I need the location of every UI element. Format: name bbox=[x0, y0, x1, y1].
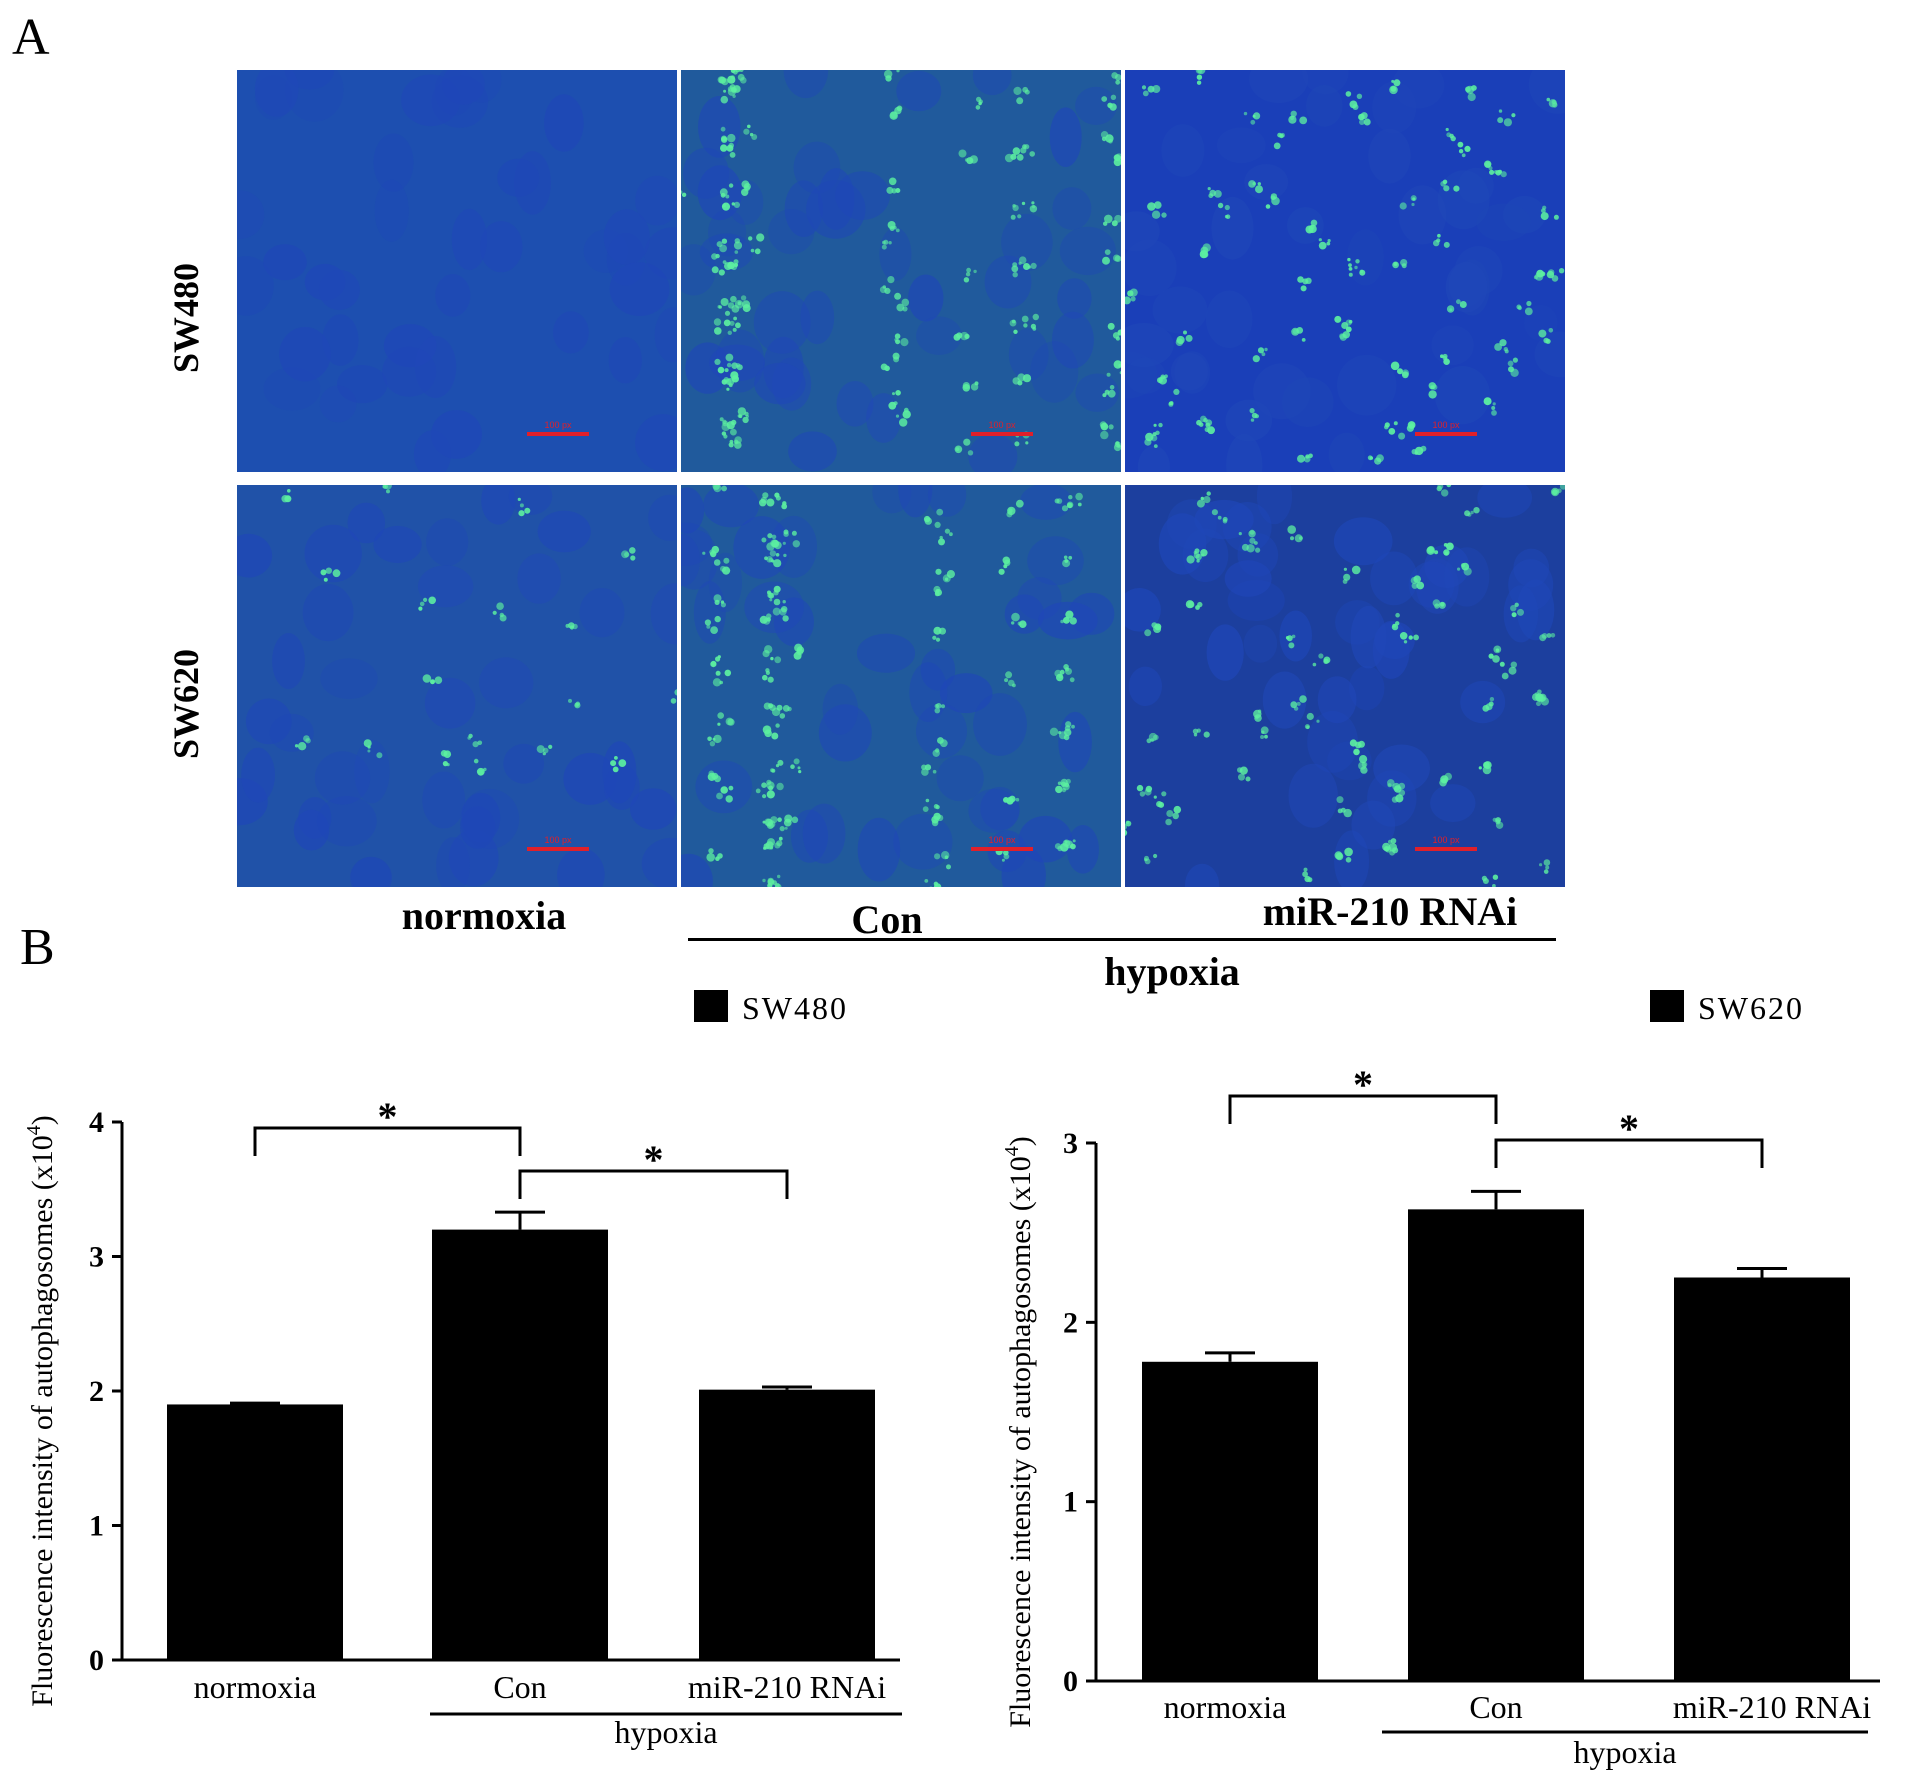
y-axis-label: Fluorescence intensity of autophagosomes… bbox=[1001, 1136, 1037, 1728]
significance-bracket bbox=[1228, 1094, 1498, 1124]
column-label-normoxia: normoxia bbox=[401, 893, 567, 938]
micrograph-sw620-normoxia: 100 px bbox=[237, 485, 677, 887]
column-label-mir210-rnai: miR-210 RNAi bbox=[1262, 889, 1518, 934]
x-tick-label-mir210-rnai: miR-210 RNAi bbox=[1673, 1689, 1871, 1725]
group-label-hypoxia: hypoxia bbox=[1573, 1734, 1676, 1770]
scale-bar: 100 px bbox=[527, 420, 589, 436]
legend: SW620 bbox=[1650, 990, 1804, 1026]
y-tick-label: 3 bbox=[1063, 1127, 1078, 1160]
scale-bar-label: 100 px bbox=[1432, 835, 1460, 845]
bar-mir210-rnai bbox=[1674, 1277, 1850, 1681]
legend-label: SW480 bbox=[742, 990, 848, 1026]
y-tick-label: 2 bbox=[89, 1375, 104, 1408]
x-tick-label-normoxia: normoxia bbox=[194, 1669, 317, 1705]
scale-bar: 100 px bbox=[527, 835, 589, 851]
significance-bracket bbox=[518, 1169, 789, 1199]
significance-star: * bbox=[1353, 1062, 1373, 1107]
micrograph-sw620-con: 100 px bbox=[681, 485, 1121, 887]
significance-bracket bbox=[1494, 1138, 1764, 1168]
y-tick-label: 1 bbox=[89, 1510, 104, 1543]
bar-normoxia bbox=[1142, 1361, 1318, 1681]
y-tick-label: 1 bbox=[1063, 1486, 1078, 1519]
y-axis-label: Fluorescence intensity of autophagosomes… bbox=[23, 1115, 59, 1707]
micrograph-sw480-con: 100 px bbox=[681, 70, 1121, 472]
legend-label: SW620 bbox=[1698, 990, 1804, 1026]
y-tick-label: 3 bbox=[89, 1241, 104, 1274]
panel-a-label: A bbox=[12, 9, 50, 66]
micrograph-sw480-normoxia: 100 px bbox=[237, 70, 677, 472]
scale-bar: 100 px bbox=[1415, 420, 1477, 436]
y-tick-label: 0 bbox=[89, 1644, 104, 1677]
x-tick-label-mir210-rnai: miR-210 RNAi bbox=[688, 1669, 886, 1705]
bar-con bbox=[432, 1229, 608, 1660]
bar-normoxia bbox=[167, 1404, 343, 1660]
significance-star: * bbox=[378, 1094, 398, 1139]
micrograph-sw620-mir210-rnai: 100 px bbox=[1125, 485, 1565, 887]
hypoxia-group-label: hypoxia bbox=[1104, 949, 1240, 994]
x-tick-label-normoxia: normoxia bbox=[1164, 1689, 1287, 1725]
significance-bracket bbox=[253, 1126, 522, 1156]
hypoxia-group-line bbox=[688, 938, 1556, 941]
y-tick-label: 2 bbox=[1063, 1306, 1078, 1339]
y-tick-label: 4 bbox=[89, 1106, 104, 1139]
bar-chart-sw620: 0 1 2 3 Fluorescence intensity of autophagos… bbox=[1001, 990, 1880, 1770]
legend-swatch bbox=[1650, 990, 1684, 1022]
scale-bar-label: 100 px bbox=[1432, 420, 1460, 430]
significance-star: * bbox=[1619, 1106, 1639, 1151]
scale-bar: 100 px bbox=[971, 420, 1033, 436]
bar-con bbox=[1408, 1209, 1584, 1681]
y-tick-label: 0 bbox=[1063, 1665, 1078, 1698]
group-label-hypoxia: hypoxia bbox=[614, 1714, 717, 1750]
bar-mir210-rnai bbox=[699, 1389, 875, 1660]
scale-bar-label: 100 px bbox=[988, 835, 1016, 845]
legend-swatch bbox=[694, 990, 728, 1022]
x-tick-label-con: Con bbox=[1469, 1689, 1522, 1725]
scale-bar: 100 px bbox=[1415, 835, 1477, 851]
column-label-con: Con bbox=[851, 897, 923, 942]
micrograph-sw480-mir210-rnai: 100 px bbox=[1125, 70, 1565, 472]
panel-b-label: B bbox=[20, 919, 55, 976]
significance-star: * bbox=[644, 1137, 664, 1182]
scale-bar-label: 100 px bbox=[988, 420, 1016, 430]
x-tick-label-con: Con bbox=[493, 1669, 546, 1705]
legend: SW480 bbox=[694, 990, 848, 1026]
scale-bar-label: 100 px bbox=[544, 420, 572, 430]
bar-chart-sw480: 0 1 2 3 4 Fluorescence intensity of autophago… bbox=[23, 990, 902, 1750]
scale-bar: 100 px bbox=[971, 835, 1033, 851]
scale-bar-label: 100 px bbox=[544, 835, 572, 845]
